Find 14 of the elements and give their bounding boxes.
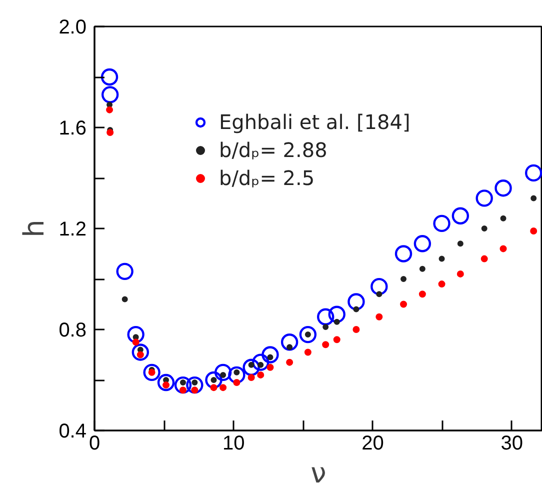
x-tick-label: 30 [500, 432, 524, 454]
y-tick-label: 2.0 [58, 16, 87, 38]
legend-label: Eghbali et al. [184] [219, 110, 410, 134]
y-tick-label: 0.4 [58, 420, 87, 442]
x-tick-label: 10 [222, 432, 245, 454]
y-tick-label: 1.6 [58, 118, 87, 140]
x-tick-label: 0 [88, 432, 100, 454]
y-axis-title: h [18, 220, 51, 238]
legend-label: b/dₚ= 2.5 [219, 166, 315, 190]
legend-label: b/dₚ= 2.88 [219, 138, 328, 162]
y-tick-label: 1.2 [58, 218, 87, 240]
y-tick-label: 0.8 [58, 320, 87, 342]
x-axis-title: ν [310, 456, 326, 490]
x-tick-label: 20 [362, 432, 384, 454]
